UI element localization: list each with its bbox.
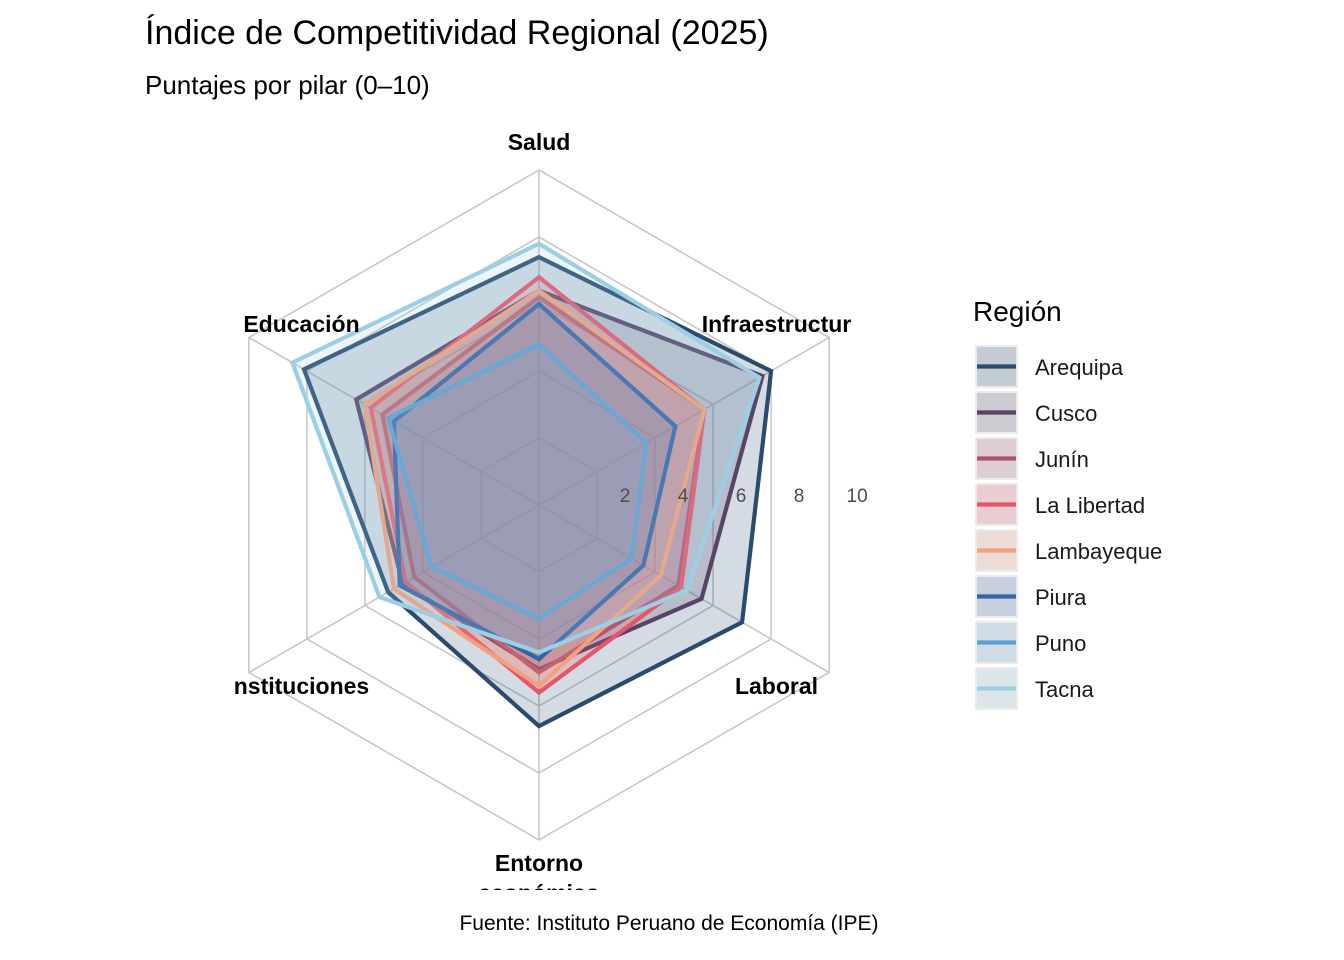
grid-spoke-infraestructura (538, 336, 830, 506)
tick-label: 10 (847, 486, 868, 507)
grid-spoke-laboral (538, 504, 830, 674)
chart-title: Índice de Competitividad Regional (2025) (145, 14, 769, 52)
legend-item-junin: Junín (975, 437, 1089, 480)
legend-item-tacna: Tacna (975, 667, 1094, 710)
chart-subtitle: Puntajes por pilar (0–10) (145, 70, 430, 100)
legend-label: La Libertad (1035, 493, 1145, 518)
legend-item-cusco: Cusco (975, 391, 1097, 434)
legend-item-lambayeque: Lambayeque (975, 529, 1162, 572)
tick-label: 6 (736, 486, 747, 507)
legend-title: Región (973, 296, 1062, 327)
legend: Arequipa Cusco Junín La Libertad Lambayeque P… (975, 345, 1162, 710)
axis-label-entorno-economico: Entorno económico (478, 850, 599, 906)
axis-label-educacion: Educación (243, 311, 359, 337)
legend-label: Puno (1035, 631, 1086, 656)
tick-label: 4 (678, 486, 689, 507)
tick-label: 8 (794, 486, 805, 507)
axis-label-salud: Salud (508, 129, 571, 155)
legend-item-arequipa: Arequipa (975, 345, 1124, 388)
legend-label: Arequipa (1035, 355, 1124, 380)
legend-item-piura: Piura (975, 575, 1087, 618)
axis-labels: Salud Infraestructur Laboral Entorno económi… (234, 129, 852, 906)
tick-label: 2 (620, 486, 631, 507)
legend-label: Tacna (1035, 677, 1094, 702)
legend-label: Junín (1035, 447, 1089, 472)
legend-label: Lambayeque (1035, 539, 1162, 564)
chart-caption: Fuente: Instituto Peruano de Economía (I… (0, 912, 1344, 936)
series-piura (391, 301, 678, 662)
legend-label: Cusco (1035, 401, 1097, 426)
axis-label-instituciones: nstituciones (234, 673, 369, 699)
radar-series (289, 241, 774, 729)
legend-label: Piura (1035, 585, 1087, 610)
radial-ticks: 2 4 6 8 10 (620, 486, 868, 507)
axis-label-infraestructura: Infraestructur (702, 311, 852, 337)
caption-text: Fuente: Instituto Peruano de Economía (I… (459, 912, 879, 935)
legend-item-la-libertad: La Libertad (975, 483, 1145, 526)
series-puno (385, 341, 649, 622)
axis-label-laboral: Laboral (735, 673, 818, 699)
series-tacna (289, 241, 763, 655)
legend-item-puno: Puno (975, 621, 1086, 664)
